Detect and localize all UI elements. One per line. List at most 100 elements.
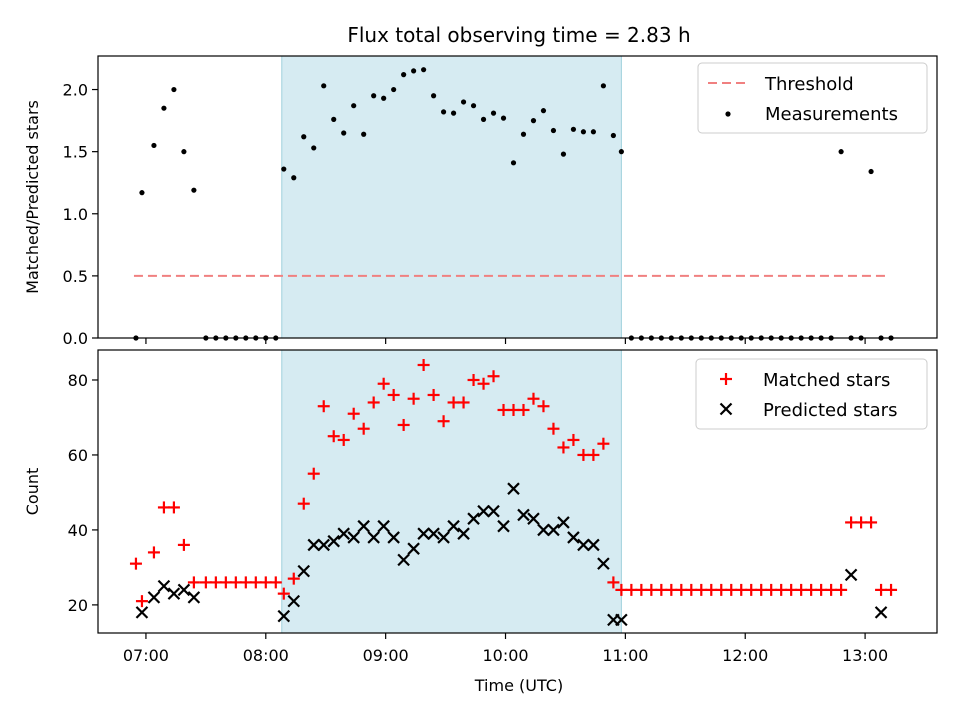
- count-x-ticks: 07:00 08:00 09:00 10:00 11:00 12:00 13:00: [123, 633, 888, 665]
- matched-star-point: [307, 467, 320, 480]
- matched-star-point: [297, 497, 310, 510]
- predicted-star-point: [874, 606, 888, 619]
- y-tick-label: 0.0: [63, 329, 88, 348]
- count-panel-shaded-span: [281, 349, 622, 634]
- matched-star-point: [567, 433, 580, 446]
- measurement-point: [151, 142, 157, 149]
- measurement-point: [540, 108, 547, 114]
- measurement-point: [590, 129, 597, 135]
- predicted-star-point: [317, 538, 331, 552]
- measurement-point: [580, 129, 587, 135]
- measurement-point: [618, 149, 624, 155]
- matched-star-point: [327, 430, 340, 443]
- count-panel-frame: [97, 349, 938, 634]
- ratio-y-axis-label: Matched/Predicted stars: [23, 100, 42, 294]
- predicted-star-point: [557, 516, 570, 529]
- matched-star-point: [347, 407, 360, 420]
- matched-stars-points: [129, 358, 898, 608]
- x-tick-label: 07:00: [123, 646, 169, 665]
- measurement-point: [530, 117, 537, 124]
- count-legend: Matched stars Predicted stars: [695, 358, 928, 430]
- matched-star-point: [467, 373, 480, 386]
- x-tick-label: 11:00: [602, 646, 648, 665]
- matched-star-point: [377, 377, 390, 390]
- predicted-star-point: [537, 523, 550, 537]
- y-tick-label: 0.5: [63, 267, 88, 286]
- predicted-stars-points: [135, 482, 888, 627]
- y-tick-label: 20: [68, 596, 88, 615]
- matched-star-point: [427, 388, 440, 401]
- predicted-star-point: [147, 591, 161, 604]
- predicted-star-point: [437, 531, 450, 544]
- measurement-point: [391, 86, 397, 93]
- matched-star-point: [527, 392, 540, 405]
- matched-star-point: [835, 583, 848, 596]
- measurement-point: [520, 131, 527, 137]
- predicted-star-point: [337, 527, 350, 540]
- ratio-panel-frame: [97, 55, 938, 339]
- matched-star-point: [865, 516, 878, 529]
- predicted-star-point: [397, 553, 410, 567]
- matched-star-point: [129, 557, 142, 570]
- matched-star-point: [177, 538, 190, 551]
- count-y-ticks: 20 40 60 80: [68, 371, 98, 615]
- matched-star-point: [317, 400, 330, 413]
- matched-star-point: [147, 546, 160, 559]
- y-tick-label: 40: [68, 521, 88, 540]
- count-legend-box: [695, 358, 928, 430]
- measurement-point: [301, 134, 307, 140]
- predicted-star-point: [487, 504, 500, 518]
- predicted-star-point: [587, 538, 600, 552]
- y-tick-label: 1.5: [63, 143, 88, 162]
- y-tick-label: 60: [68, 446, 88, 465]
- measurement-point: [610, 132, 616, 139]
- matched-star-point: [367, 396, 380, 409]
- matched-star-point: [269, 576, 282, 589]
- measurement-point: [311, 145, 317, 151]
- matched-star-point: [587, 448, 600, 461]
- matched-star-point: [407, 392, 420, 405]
- measurement-point: [510, 160, 517, 166]
- predicted-star-point: [387, 531, 400, 544]
- ratio-legend-box: [697, 62, 928, 134]
- predicted-star-point: [347, 531, 360, 544]
- x-tick-label: 09:00: [363, 646, 409, 665]
- measurement-point: [600, 83, 606, 89]
- predicted-star-point: [597, 557, 610, 570]
- matched-star-point: [597, 437, 610, 450]
- predicted-star-point: [377, 519, 390, 533]
- measurement-point: [181, 149, 187, 155]
- x-tick-label: 12:00: [722, 646, 768, 665]
- predicted-star-point: [307, 538, 321, 552]
- y-tick-label: 80: [68, 371, 88, 390]
- measurement-point: [341, 130, 347, 136]
- x-axis-label: Time (UTC): [474, 676, 563, 695]
- legend-matched-swatch: [720, 373, 732, 385]
- measurement-point: [401, 72, 407, 78]
- x-tick-label: 08:00: [243, 646, 289, 665]
- ratio-legend: Threshold Measurements: [697, 62, 928, 134]
- measurement-point: [440, 109, 447, 115]
- measurement-point: [560, 151, 567, 157]
- matched-star-point: [187, 576, 200, 589]
- x-tick-label: 13:00: [842, 646, 888, 665]
- matched-star-point: [357, 422, 370, 435]
- measurement-point: [161, 105, 167, 111]
- legend-predicted-label: Predicted stars: [763, 400, 897, 421]
- measurement-point: [291, 175, 297, 181]
- legend-measurements-swatch: [725, 111, 731, 117]
- predicted-star-point: [567, 531, 580, 544]
- measurement-point: [381, 95, 387, 101]
- predicted-star-point: [367, 531, 380, 544]
- predicted-star-point: [157, 579, 171, 593]
- count-y-axis-label: Count: [23, 468, 42, 516]
- measurement-point: [550, 127, 557, 134]
- predicted-star-point: [467, 512, 480, 525]
- y-tick-label: 2.0: [63, 81, 88, 100]
- matched-star-point: [397, 418, 410, 431]
- predicted-star-point: [407, 542, 420, 555]
- measurement-point: [411, 68, 417, 74]
- legend-matched-label: Matched stars: [763, 370, 890, 391]
- predicted-star-point: [497, 519, 510, 533]
